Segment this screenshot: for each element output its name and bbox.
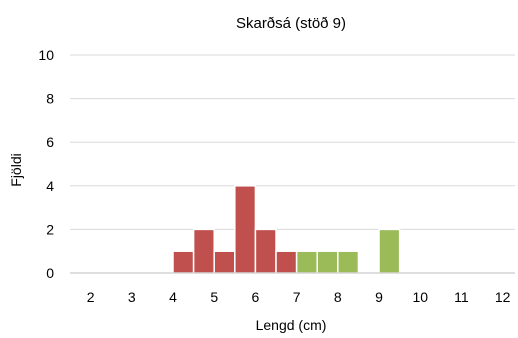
histogram-bar-series-1-bin-3: [378, 228, 401, 274]
y-tick-label: 6: [46, 134, 54, 150]
histogram-bar-series-0-bin-2: [213, 250, 236, 274]
y-tick-label: 4: [46, 178, 54, 194]
x-tick-label: 2: [87, 289, 95, 305]
histogram-bar-series-0-bin-0: [172, 250, 195, 274]
x-tick-label: 6: [252, 289, 260, 305]
histogram-bar-series-1-bin-1: [316, 250, 339, 274]
histogram-bar-series-0-bin-4: [254, 228, 277, 274]
y-tick-label: 8: [46, 91, 54, 107]
histogram-bar-series-0-bin-5: [275, 250, 298, 274]
chart-title: Skarðsá (stöð 9): [236, 15, 346, 32]
x-tick-label: 4: [169, 289, 177, 305]
x-tick-label: 12: [495, 289, 511, 305]
y-axis-label: Fjöldi: [8, 153, 24, 186]
gridlines: [70, 54, 515, 230]
x-tick-label: 3: [128, 289, 136, 305]
histogram-bar-series-0-bin-1: [192, 228, 215, 274]
y-tick-label: 10: [38, 47, 54, 63]
x-tick-label: 9: [375, 289, 383, 305]
y-tick-label: 2: [46, 221, 54, 237]
x-tick-label: 7: [293, 289, 301, 305]
x-axis-label: Lengd (cm): [256, 317, 327, 333]
x-tick-label: 8: [334, 289, 342, 305]
histogram-bar-series-1-bin-2: [337, 250, 360, 274]
axes: 0 2 4 6 8 10 2 3 4 5 6 7 8 9 10 11 12: [38, 47, 515, 305]
x-tick-label: 5: [210, 289, 218, 305]
histogram-bar-series-1-bin-0: [295, 250, 318, 274]
x-tick-label: 10: [412, 289, 428, 305]
y-tick-label: 0: [46, 265, 54, 281]
histogram-bar-series-0-bin-3: [234, 185, 257, 274]
x-tick-label: 11: [454, 289, 469, 305]
